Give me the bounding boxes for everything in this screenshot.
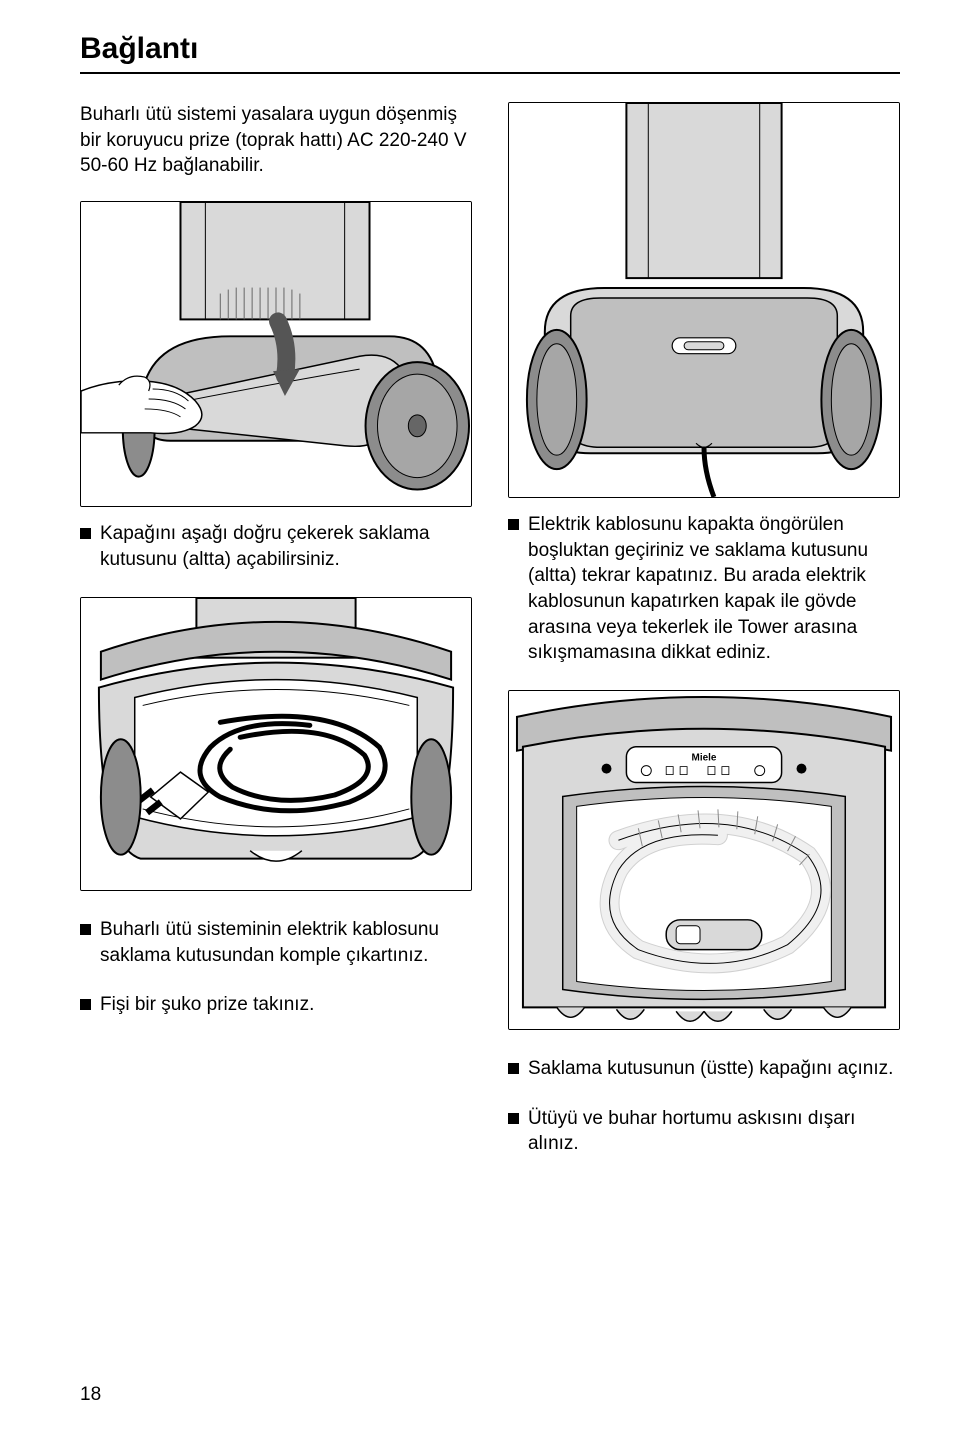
page: Bağlantı Buharlı ütü sistemi yasalara uy… <box>0 0 960 1434</box>
bullet-text: Elektrik kablosunu kapakta öngörülen boş… <box>528 512 900 666</box>
bullet-remove-cable: Buharlı ütü sisteminin elektrik kablosun… <box>80 917 472 968</box>
bullet-remove-iron: Ütüyü ve buhar hortumu askısını dışarı a… <box>508 1106 900 1157</box>
brand-label: Miele <box>692 752 717 763</box>
bullet-text: Fişi bir şuko prize takınız. <box>100 992 472 1018</box>
figure-top-compartment: Miele <box>508 690 900 1030</box>
bullet-text: Buharlı ütü sisteminin elektrik kablosun… <box>100 917 472 968</box>
bullet-plug-in: Fişi bir şuko prize takınız. <box>80 992 472 1018</box>
figure-cable-routed <box>508 102 900 498</box>
page-number: 18 <box>80 1384 101 1406</box>
bullet-square-icon <box>80 924 91 935</box>
bullet-text: Kapağını aşağı doğru çekerek saklama kut… <box>100 521 472 572</box>
bullet-square-icon <box>508 1063 519 1074</box>
right-column: Elektrik kablosunu kapakta öngörülen boş… <box>508 102 900 1167</box>
columns: Buharlı ütü sistemi yasalara uygun döşen… <box>80 102 900 1167</box>
bullet-text: Ütüyü ve buhar hortumu askısını dışarı a… <box>528 1106 900 1157</box>
intro-text: Buharlı ütü sistemi yasalara uygun döşen… <box>80 102 472 179</box>
bullet-square-icon <box>508 519 519 530</box>
bullet-open-cover: Kapağını aşağı doğru çekerek saklama kut… <box>80 521 472 572</box>
figure-cable-compartment <box>80 597 472 892</box>
bullet-square-icon <box>508 1113 519 1124</box>
page-title: Bağlantı <box>80 32 900 66</box>
bullet-route-cable: Elektrik kablosunu kapakta öngörülen boş… <box>508 512 900 666</box>
figure-open-cover <box>80 201 472 507</box>
bullet-square-icon <box>80 528 91 539</box>
bullet-text: Saklama kutusunun (üstte) kapağını açını… <box>528 1056 900 1082</box>
title-rule <box>80 72 900 74</box>
left-column: Buharlı ütü sistemi yasalara uygun döşen… <box>80 102 472 1167</box>
bullet-open-top: Saklama kutusunun (üstte) kapağını açını… <box>508 1056 900 1082</box>
bullet-square-icon <box>80 999 91 1010</box>
